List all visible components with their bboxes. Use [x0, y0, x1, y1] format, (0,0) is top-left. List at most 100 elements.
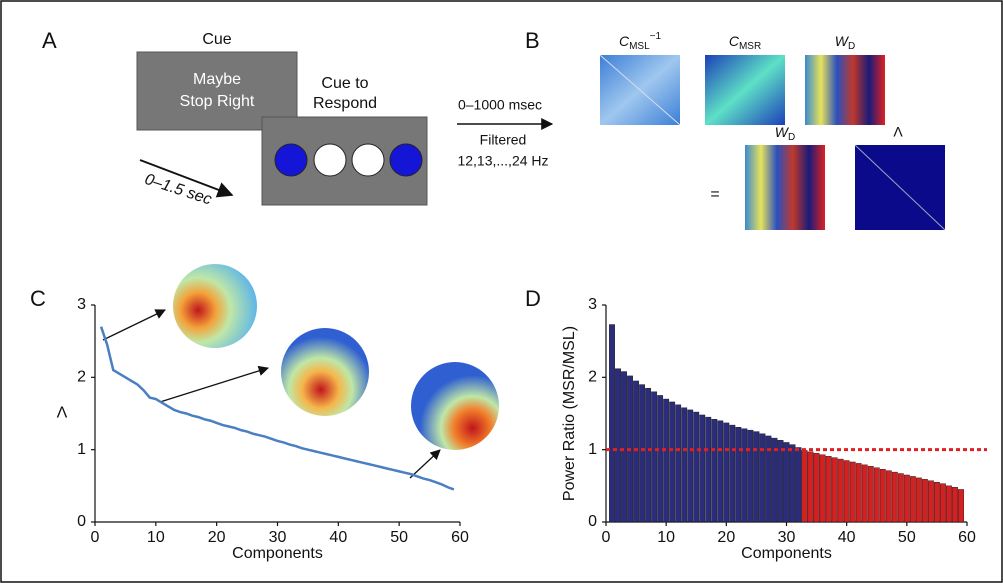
- bar: [934, 482, 940, 523]
- x-tick-label: 10: [657, 529, 675, 546]
- bar: [801, 450, 808, 523]
- bar: [795, 447, 802, 523]
- bar: [765, 435, 772, 523]
- respond-title: Respond: [313, 95, 377, 112]
- bar: [633, 380, 639, 523]
- bar: [645, 387, 652, 523]
- x-tick-label: 60: [958, 529, 976, 546]
- stimulus-circle: [389, 143, 423, 177]
- bar: [867, 466, 874, 523]
- bar: [753, 431, 760, 523]
- bar: [693, 411, 700, 523]
- bar: [813, 453, 820, 523]
- bar: [711, 419, 718, 523]
- y-tick-label: 3: [77, 296, 86, 313]
- matrix-diagonal: [854, 144, 946, 231]
- arrow-text: Filtered: [480, 132, 527, 148]
- bar: [861, 464, 868, 523]
- bar: [615, 368, 621, 523]
- bar: [723, 422, 730, 523]
- bar: [717, 420, 724, 523]
- cue-title: Cue: [202, 31, 231, 48]
- equals: =: [710, 186, 719, 203]
- bar: [831, 457, 838, 523]
- bar: [940, 483, 946, 523]
- pointer-arrow: [102, 309, 166, 341]
- bar: [921, 479, 928, 523]
- matrix: [705, 55, 785, 125]
- x-tick-label: 30: [778, 529, 796, 546]
- bar: [837, 458, 844, 523]
- y-tick-label: 0: [77, 513, 86, 530]
- x-axis-label: Components: [741, 545, 832, 562]
- x-tick-label: 40: [838, 529, 856, 546]
- bar: [687, 409, 694, 523]
- bar: [855, 463, 862, 523]
- pointer-arrow: [409, 449, 441, 479]
- bar: [915, 477, 922, 523]
- bar: [903, 474, 910, 523]
- bar: [819, 454, 826, 523]
- topomap: [173, 264, 257, 348]
- panel-label: A: [42, 28, 57, 53]
- topomap: [411, 362, 499, 450]
- bar: [735, 427, 742, 523]
- pointer-arrow: [159, 365, 269, 403]
- x-axis-label: Components: [232, 545, 323, 562]
- bar: [639, 384, 646, 523]
- y-tick-label: 2: [77, 369, 86, 386]
- matrix-label: WD: [835, 33, 855, 52]
- matrix-label: Λ: [893, 124, 903, 140]
- arrow-text: 0–1000 msec: [458, 97, 542, 113]
- x-tick-label: 50: [898, 529, 916, 546]
- panel-label: C: [30, 286, 46, 311]
- y-tick-label: 1: [77, 441, 86, 458]
- x-tick-label: 30: [269, 529, 287, 546]
- bar: [741, 428, 748, 523]
- arrow-text: 12,13,...,24 Hz: [457, 153, 548, 169]
- bar: [699, 414, 706, 523]
- y-tick-label: 1: [588, 441, 597, 458]
- bar: [771, 437, 778, 523]
- x-tick-label: 50: [390, 529, 408, 546]
- x-tick-label: 0: [91, 529, 100, 546]
- bar: [675, 404, 682, 523]
- respond-title: Cue to: [321, 75, 368, 92]
- stimulus-circle: [274, 143, 308, 177]
- matrix-label: CMSL−1: [619, 31, 662, 52]
- matrix: [745, 145, 825, 230]
- x-tick-label: 20: [208, 529, 226, 546]
- bar: [729, 424, 736, 523]
- bar: [849, 461, 856, 523]
- x-tick-label: 20: [717, 529, 735, 546]
- x-tick-label: 40: [329, 529, 347, 546]
- x-tick-label: 60: [451, 529, 469, 546]
- stimulus-circle: [313, 143, 347, 177]
- bar: [669, 401, 676, 523]
- y-axis-label: Power Ratio (MSR/MSL): [561, 326, 578, 501]
- bar: [657, 395, 664, 523]
- bar: [807, 451, 814, 523]
- bar: [789, 444, 796, 523]
- y-tick-label: 3: [588, 296, 597, 313]
- delay-arrow: [139, 159, 234, 198]
- bar: [705, 416, 712, 523]
- cue-text: Stop Right: [180, 93, 255, 110]
- matrix: [805, 55, 885, 125]
- bar: [946, 485, 952, 523]
- bar: [958, 489, 964, 523]
- bar: [783, 442, 790, 523]
- panel-label: B: [525, 28, 540, 53]
- bar: [843, 460, 850, 523]
- bar: [663, 398, 670, 523]
- bar: [891, 471, 898, 523]
- matrix-diagonal: [599, 54, 681, 126]
- cue-text: Maybe: [193, 71, 241, 88]
- stimulus-circle: [351, 143, 385, 177]
- topomap: [281, 328, 369, 416]
- bar: [609, 324, 615, 523]
- bar: [897, 473, 904, 523]
- panel-label: D: [525, 286, 541, 311]
- bar: [777, 440, 784, 523]
